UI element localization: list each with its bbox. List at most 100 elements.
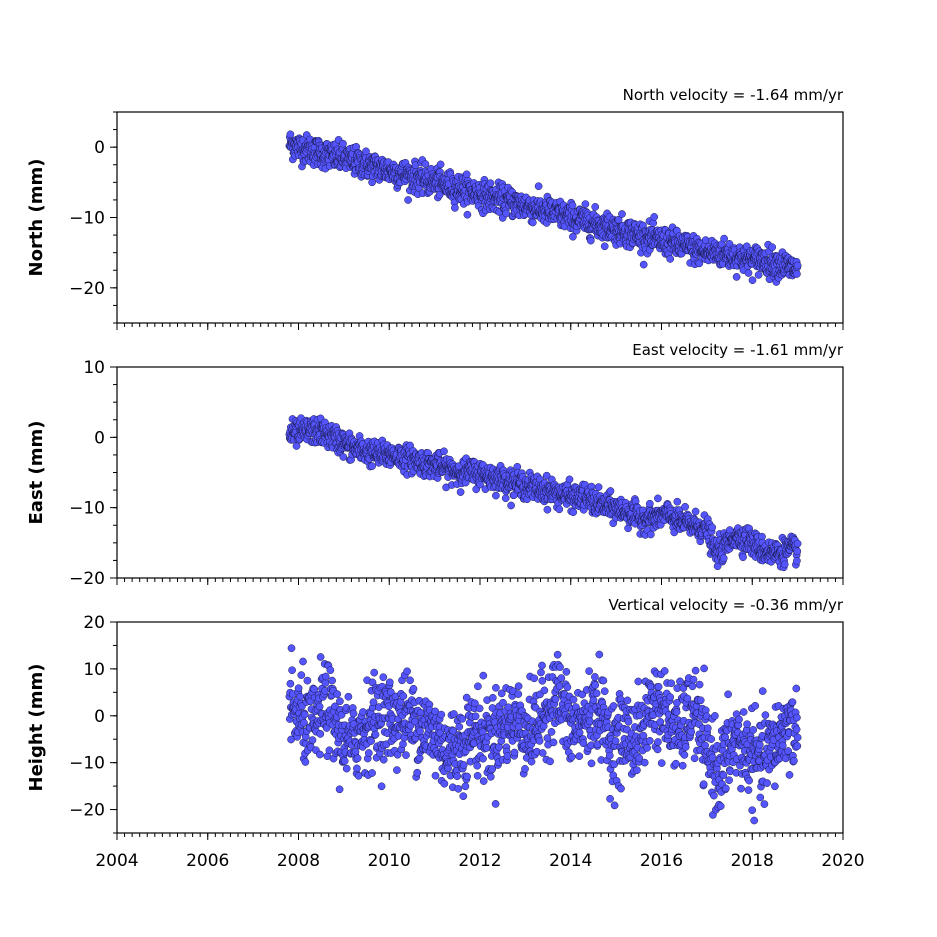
data-point [672, 708, 681, 716]
y-tick-label: −10 [69, 209, 105, 229]
data-point [667, 679, 676, 688]
data-point [488, 765, 497, 773]
data-point [325, 746, 334, 755]
data-point [673, 497, 682, 506]
y-tick-label: 10 [83, 358, 105, 378]
data-point [788, 698, 797, 707]
data-point [666, 693, 675, 701]
data-point [547, 728, 556, 736]
data-point [530, 674, 539, 683]
x-tick-label: 2014 [549, 851, 592, 871]
data-point [353, 764, 361, 773]
data-point [440, 779, 449, 788]
data-point [708, 523, 717, 532]
data-point [364, 749, 373, 757]
data-point [479, 671, 488, 680]
data-point [474, 682, 482, 691]
data-point [286, 130, 295, 139]
data-point [748, 806, 757, 815]
data-point [488, 693, 497, 702]
data-point [756, 793, 765, 802]
data-point [666, 255, 675, 263]
data-point [362, 147, 370, 156]
data-point [721, 784, 730, 793]
data-point [497, 689, 506, 698]
data-point [683, 694, 692, 703]
data-point [501, 494, 510, 503]
data-point [754, 271, 763, 279]
data-point [755, 740, 764, 749]
data-point [342, 764, 351, 773]
scatter-points [285, 130, 802, 286]
data-point [463, 772, 471, 781]
data-point [639, 260, 648, 269]
data-point [537, 668, 545, 677]
data-point [758, 687, 767, 695]
data-point [700, 664, 708, 673]
data-point [538, 661, 546, 670]
data-point [371, 730, 380, 739]
x-tick-label: 2018 [731, 851, 774, 871]
data-point [719, 554, 728, 563]
data-point [437, 710, 446, 719]
y-tick-label: 20 [83, 613, 105, 633]
data-point [579, 739, 588, 748]
data-point [557, 674, 566, 682]
data-point [335, 785, 344, 794]
data-point [640, 758, 649, 767]
data-point [316, 750, 324, 759]
data-point [543, 734, 552, 742]
data-point [587, 759, 596, 768]
data-point [461, 782, 470, 791]
data-point [543, 505, 552, 514]
data-point [691, 666, 700, 675]
data-point [672, 759, 680, 768]
data-point [521, 765, 529, 773]
data-point [294, 684, 303, 693]
x-tick-label: 2006 [186, 851, 229, 871]
data-point [471, 712, 480, 721]
data-point [654, 738, 662, 746]
data-point [326, 666, 335, 675]
data-point [792, 684, 801, 693]
data-point [473, 771, 482, 780]
data-point [546, 757, 554, 766]
data-point [369, 698, 378, 707]
data-point [760, 800, 769, 808]
velocity-label: Vertical velocity = -0.36 mm/yr [608, 596, 843, 614]
data-point [744, 269, 753, 277]
data-point [771, 782, 779, 791]
x-tick-label: 2016 [640, 851, 683, 871]
data-point [585, 667, 593, 675]
data-point [609, 771, 618, 780]
data-point [646, 530, 655, 539]
data-point [785, 771, 794, 779]
data-point [749, 726, 758, 734]
data-point [614, 215, 623, 224]
data-point [555, 505, 564, 514]
data-point [689, 675, 698, 684]
data-point [456, 488, 465, 496]
data-point [336, 697, 344, 706]
velocity-label: East velocity = -1.61 mm/yr [632, 341, 844, 359]
data-point [660, 667, 669, 675]
data-point [784, 747, 792, 755]
data-point [300, 718, 308, 727]
data-point [562, 667, 571, 676]
data-point [528, 218, 537, 227]
data-point [399, 692, 408, 700]
data-point [707, 735, 716, 743]
data-point [748, 276, 757, 285]
y-axis-label: North (mm) [26, 159, 47, 277]
x-tick-label: 2008 [277, 851, 320, 871]
y-tick-label: −20 [69, 801, 105, 821]
y-tick-label: 0 [94, 707, 105, 727]
data-point [367, 737, 375, 745]
data-point [503, 752, 512, 760]
x-tick-label: 2004 [95, 851, 138, 871]
data-point [716, 802, 725, 811]
data-point [681, 502, 689, 511]
data-point [606, 487, 615, 495]
data-point [534, 182, 543, 191]
data-point [310, 685, 319, 694]
